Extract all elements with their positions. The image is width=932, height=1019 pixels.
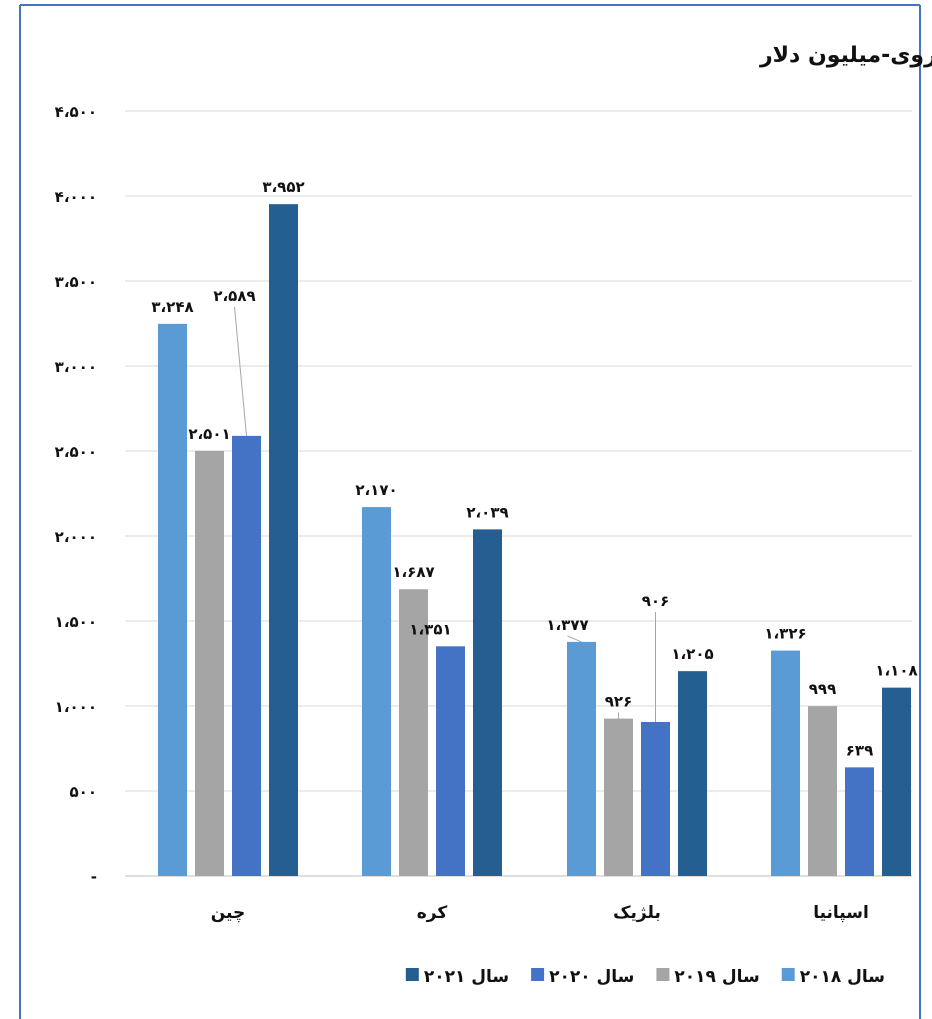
bar <box>808 706 837 876</box>
data-label: ۳،۹۵۲ <box>262 178 304 196</box>
leader-lines <box>234 306 656 722</box>
legend-label: سال ۲۰۲۱ <box>424 967 509 987</box>
data-label: ۹۹۹ <box>809 680 836 698</box>
y-tick-label: ۲،۵۰۰ <box>55 443 97 461</box>
category-label: اسپانیا <box>813 903 869 923</box>
data-label: ۱،۳۵۱ <box>409 620 451 638</box>
data-label: ۳،۲۴۸ <box>151 298 193 316</box>
bar <box>436 646 465 876</box>
bar <box>399 589 428 876</box>
leader-line <box>234 306 247 436</box>
bar <box>158 323 187 877</box>
data-label: ۹۲۶ <box>605 693 632 711</box>
bar <box>604 718 633 876</box>
x-axis-categories: چین کره بلژیک اسپانیا <box>211 903 869 923</box>
y-tick-label: ۱،۰۰۰ <box>55 698 97 716</box>
data-label: ۲،۵۰۱ <box>188 425 230 443</box>
bar <box>641 721 670 876</box>
y-tick-label: ۳،۵۰۰ <box>55 273 97 291</box>
legend-label: سال ۲۰۱۹ <box>674 967 759 987</box>
category-label: چین <box>211 903 246 923</box>
bar <box>362 507 391 876</box>
data-label: ۱،۶۸۷ <box>392 563 434 581</box>
data-label: ۶۳۹ <box>846 741 873 759</box>
bars <box>158 204 911 877</box>
legend-swatch <box>405 968 419 981</box>
bar <box>882 687 911 876</box>
data-label: ۲،۵۸۹ <box>213 287 255 305</box>
category-label: بلژیک <box>613 903 661 923</box>
data-label: ۱،۳۲۶ <box>764 625 806 643</box>
category-label: کره <box>417 903 448 923</box>
bar <box>232 435 261 876</box>
data-label: ۲،۱۷۰ <box>355 481 397 499</box>
data-label: ۱،۲۰۵ <box>671 645 713 663</box>
y-tick-label: ۱،۵۰۰ <box>55 613 97 631</box>
y-tick-label: - <box>91 868 97 886</box>
y-tick-label: ۳،۰۰۰ <box>55 358 97 376</box>
chart-title: مبلغ واردات روی-میلیون دلار <box>759 43 932 68</box>
data-label: ۹۰۶ <box>642 592 669 610</box>
legend-label: سال ۲۰۲۰ <box>549 967 634 987</box>
y-tick-label: ۵۰۰ <box>70 783 97 801</box>
y-tick-label: ۴،۵۰۰ <box>55 103 97 121</box>
y-tick-label: ۴،۰۰۰ <box>55 188 97 206</box>
legend-swatch <box>531 968 545 981</box>
bar <box>195 450 224 876</box>
bar <box>567 641 596 876</box>
bar <box>269 204 298 876</box>
legend-label: سال ۲۰۱۸ <box>800 967 885 987</box>
bar <box>678 671 707 876</box>
data-label: ۲،۰۳۹ <box>466 503 508 521</box>
legend-swatch <box>656 968 670 981</box>
leader-line <box>567 635 582 643</box>
bar <box>845 767 874 876</box>
bar <box>473 529 502 876</box>
bar <box>771 650 800 876</box>
y-tick-label: ۲،۰۰۰ <box>55 528 97 546</box>
data-labels: ۳،۲۴۸ ۲،۵۰۱ ۲،۵۸۹ ۳،۹۵۲ ۲،۱۷۰ ۱،۶۸۷ ۱،۳۵۱ ۲،۰۳۹… <box>151 178 917 759</box>
legend: سال ۲۰۱۸ سال ۲۰۱۹ سال ۲۰۲۰ سال ۲۰۲۱ <box>405 967 885 987</box>
data-label: ۱،۱۰۸ <box>875 662 917 680</box>
y-axis-ticks: - ۵۰۰ ۱،۰۰۰ ۱،۵۰۰ ۲،۰۰۰ ۲،۵۰۰ ۳،۰۰۰ ۳،۵۰۰ ۴،۰۰۰ ۴… <box>55 103 97 886</box>
legend-swatch <box>781 968 795 981</box>
data-label: ۱،۳۷۷ <box>546 616 588 634</box>
